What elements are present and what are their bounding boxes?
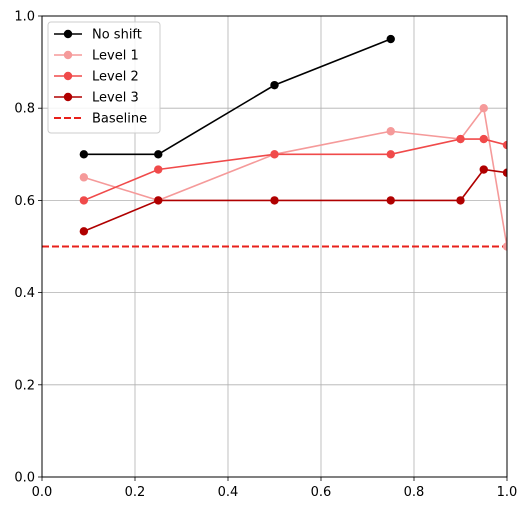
data-point-level-2 [79,196,89,205]
legend-label-baseline: Baseline [92,112,147,127]
data-point-level-1 [79,173,89,182]
legend-label-level-3: Level 3 [92,91,139,106]
legend-marker-level-1 [63,50,73,60]
data-point-level-1 [386,127,395,136]
x-tick-label: 0.0 [32,485,53,500]
axes-frame [41,15,508,478]
legend-label-level-1: Level 1 [92,49,139,64]
data-point-no-shift [154,150,163,159]
x-tick-label: 0.4 [218,485,239,500]
y-tick-label: 0.0 [14,471,35,486]
y-tick-label: 0.6 [14,194,35,209]
data-point-level-2 [479,134,488,144]
y-tick-label: 1.0 [14,10,35,25]
x-tick-label: 0.6 [311,485,332,500]
x-tick-label: 0.2 [125,485,146,500]
plot-area [42,34,507,251]
data-point-level-2 [154,165,163,174]
legend-label-no-shift: No shift [92,28,142,43]
legend: No shift Level 1 Level 2 Level 3 Baseline [47,21,161,134]
x-tick-label: 1.0 [497,485,518,500]
data-point-level-1 [479,104,488,113]
series-line-no-shift [83,38,392,156]
x-tick-label: 0.8 [404,485,425,500]
y-tick-label: 0.2 [14,378,35,393]
y-tick-label: 0.4 [14,286,35,301]
data-point-level-2 [502,140,507,150]
data-point-level-3 [79,227,89,236]
legend-marker-level-3 [63,92,73,102]
data-point-level-2 [456,134,465,144]
data-point-level-1 [502,242,507,251]
data-point-level-3 [270,196,279,205]
data-point-no-shift [270,80,279,90]
data-point-level-3 [456,196,465,205]
legend-label-level-2: Level 2 [92,70,139,85]
data-point-level-3 [386,196,395,205]
data-point-level-3 [502,168,507,177]
legend-marker-no-shift [63,29,73,39]
legend-marker-level-2 [63,71,73,81]
data-point-level-3 [479,165,488,174]
data-point-level-2 [386,150,395,159]
legend-box [47,21,161,134]
data-point-level-2 [270,150,279,159]
data-point-no-shift [79,150,89,159]
data-point-no-shift [386,34,395,44]
ticks: 0.0 0.2 0.4 0.6 0.8 1.0 0.0 0.2 0.4 0.6 0.8 1.0 [14,10,517,501]
data-point-level-3 [154,196,163,205]
y-tick-label: 0.8 [14,102,35,117]
